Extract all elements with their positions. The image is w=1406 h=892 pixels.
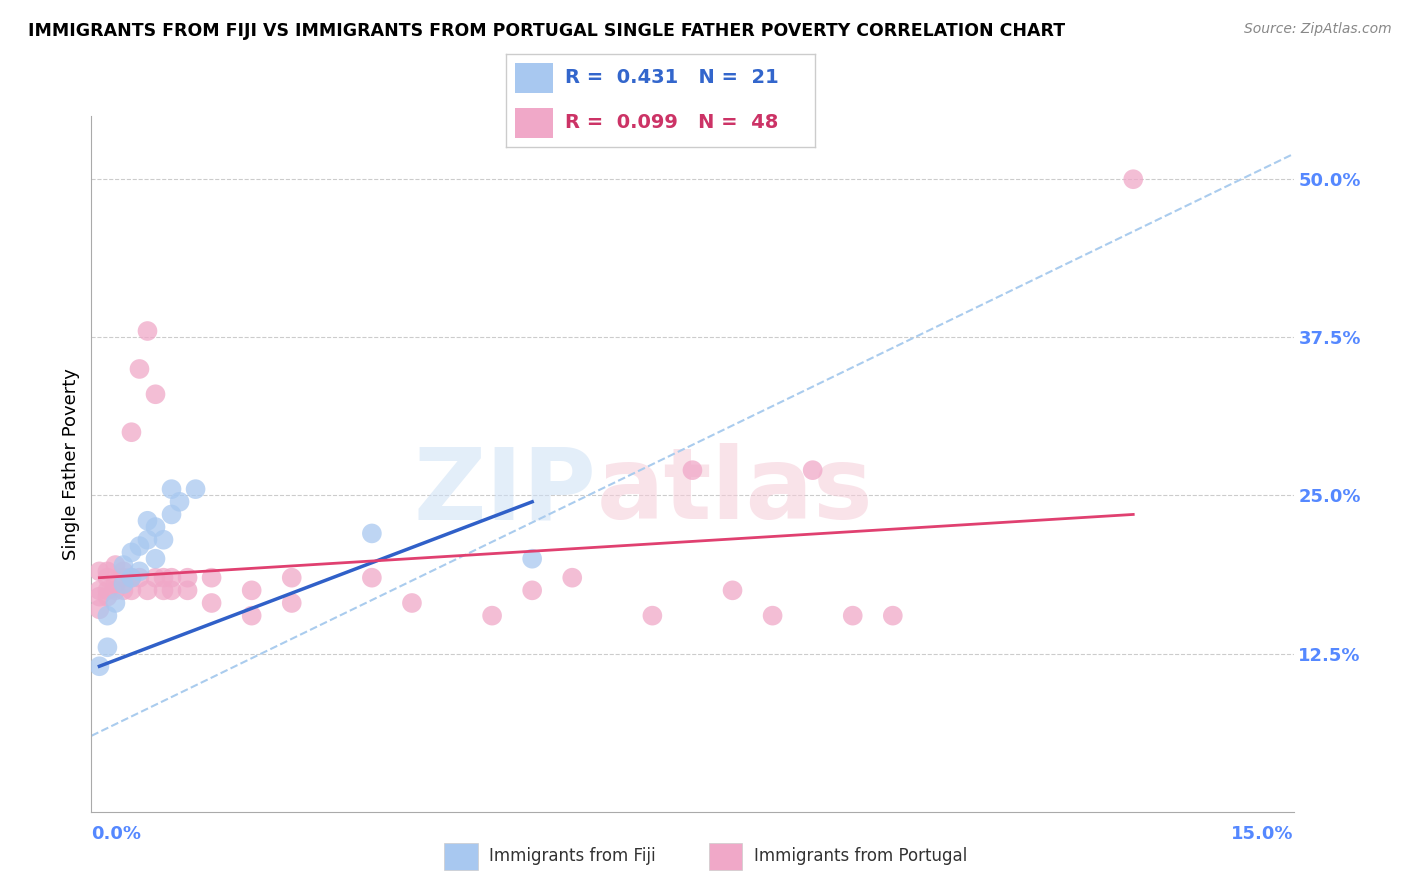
Point	[112, 583, 135, 598]
Point	[522, 551, 544, 566]
Point	[89, 659, 111, 673]
Point	[681, 463, 703, 477]
Point	[1122, 172, 1144, 186]
Point	[184, 482, 207, 496]
Point	[112, 577, 135, 591]
Point	[128, 571, 150, 585]
Text: Source: ZipAtlas.com: Source: ZipAtlas.com	[1244, 22, 1392, 37]
Point	[121, 545, 143, 559]
Point	[121, 425, 143, 440]
Point	[360, 526, 382, 541]
Point	[152, 533, 174, 547]
Bar	[516, 63, 553, 93]
Point	[145, 387, 167, 401]
Point	[201, 596, 224, 610]
Point	[128, 539, 150, 553]
Point	[152, 583, 174, 598]
Point	[121, 583, 143, 598]
Point	[360, 571, 382, 585]
Point	[201, 571, 224, 585]
Point	[112, 571, 135, 585]
Bar	[444, 843, 478, 870]
Text: R =  0.099   N =  48: R = 0.099 N = 48	[565, 113, 779, 132]
Point	[240, 608, 263, 623]
Point	[240, 583, 263, 598]
Point	[121, 571, 143, 585]
Point	[561, 571, 583, 585]
Point	[128, 362, 150, 376]
Point	[801, 463, 824, 477]
Point	[145, 520, 167, 534]
Point	[762, 608, 785, 623]
Point	[145, 551, 167, 566]
Point	[104, 577, 127, 591]
Point	[96, 571, 118, 585]
Y-axis label: Single Father Poverty: Single Father Poverty	[62, 368, 80, 560]
Point	[145, 571, 167, 585]
Point	[160, 482, 183, 496]
Bar	[516, 108, 553, 138]
Text: 15.0%: 15.0%	[1232, 825, 1294, 843]
Point	[169, 495, 191, 509]
Text: 0.0%: 0.0%	[91, 825, 142, 843]
Point	[104, 583, 127, 598]
Point	[104, 558, 127, 572]
Point	[160, 508, 183, 522]
Text: Immigrants from Fiji: Immigrants from Fiji	[489, 847, 657, 865]
Text: IMMIGRANTS FROM FIJI VS IMMIGRANTS FROM PORTUGAL SINGLE FATHER POVERTY CORRELATI: IMMIGRANTS FROM FIJI VS IMMIGRANTS FROM …	[28, 22, 1066, 40]
Point	[112, 558, 135, 572]
Text: R =  0.431   N =  21: R = 0.431 N = 21	[565, 69, 779, 87]
Point	[136, 533, 159, 547]
Point	[160, 583, 183, 598]
Point	[882, 608, 904, 623]
Text: Immigrants from Portugal: Immigrants from Portugal	[754, 847, 967, 865]
Point	[176, 571, 198, 585]
Point	[401, 596, 423, 610]
Point	[89, 602, 111, 616]
Point	[721, 583, 744, 598]
Bar	[709, 843, 742, 870]
Point	[152, 571, 174, 585]
Point	[176, 583, 198, 598]
Point	[522, 583, 544, 598]
Text: atlas: atlas	[596, 443, 873, 541]
Point	[89, 590, 111, 604]
Point	[128, 565, 150, 579]
Point	[96, 640, 118, 655]
Text: ZIP: ZIP	[413, 443, 596, 541]
Point	[281, 596, 304, 610]
Point	[136, 324, 159, 338]
Point	[89, 583, 111, 598]
Point	[841, 608, 863, 623]
Point	[96, 583, 118, 598]
Point	[104, 596, 127, 610]
Point	[121, 571, 143, 585]
Point	[112, 565, 135, 579]
Point	[281, 571, 304, 585]
Point	[96, 590, 118, 604]
Point	[136, 514, 159, 528]
Point	[96, 565, 118, 579]
Point	[481, 608, 503, 623]
Point	[641, 608, 664, 623]
Point	[136, 583, 159, 598]
Point	[96, 608, 118, 623]
Point	[160, 571, 183, 585]
Point	[89, 565, 111, 579]
